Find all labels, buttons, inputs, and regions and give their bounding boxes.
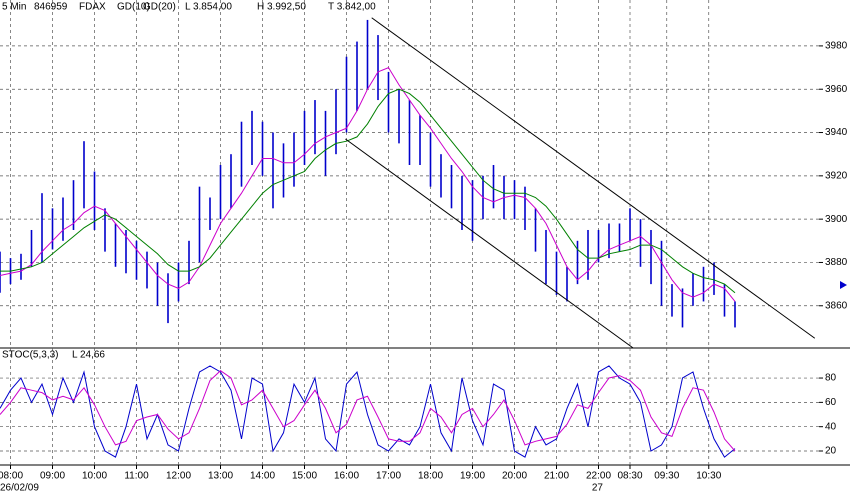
x-tick-label: 08:00 [0, 471, 23, 482]
stochastic-line [0, 370, 736, 452]
x-tick-label: 09:00 [40, 471, 65, 482]
price-marker [840, 281, 847, 289]
y-tick-label: 3920 [825, 170, 848, 181]
x-tick-label: 19:00 [460, 471, 485, 482]
x-tick-label: 08:30 [617, 471, 642, 482]
x-tick-label: 14:00 [250, 471, 275, 482]
x-tick-label: 17:00 [376, 471, 401, 482]
y-tick-label: 3860 [825, 300, 848, 311]
low-value: L 3.854,00 [185, 2, 232, 13]
last-value: L 24,66 [72, 350, 105, 361]
y-tick-label: 3900 [825, 214, 848, 225]
x-tick-label: 12:00 [166, 471, 191, 482]
trend-line [345, 138, 634, 349]
moving-average [0, 88, 736, 294]
legend-entry: GD(10) [117, 2, 150, 13]
moving-average [0, 66, 736, 302]
symbol: FDAX [79, 2, 106, 13]
stochastic-line [0, 365, 736, 458]
x-tick-label: 16:00 [334, 471, 359, 482]
x-tick-label: 13:00 [208, 471, 233, 482]
legend-entry: GD(20) [143, 2, 176, 13]
y-tick-label: 40 [825, 421, 837, 432]
y-tick-label: 3980 [825, 41, 848, 52]
y-tick-label: 3940 [825, 127, 848, 138]
x-tick-label: 20:00 [502, 471, 527, 482]
last-value: T 3.842,00 [328, 2, 376, 13]
y-tick-label: 3880 [825, 257, 848, 268]
y-tick-label: 20 [825, 446, 837, 457]
x-tick-label: 22:00 [586, 471, 611, 482]
trend-line [371, 17, 816, 339]
x-tick-label: 11:00 [124, 471, 149, 482]
y-tick-label: 80 [825, 373, 837, 384]
x-tick-label: 21:00 [544, 471, 569, 482]
x-tick-label: 15:00 [292, 471, 317, 482]
date-label: 26/02/09 [0, 483, 39, 494]
y-tick-label: 3960 [825, 84, 848, 95]
x-tick-label: 18:00 [418, 471, 443, 482]
date-label: 27 [592, 483, 604, 494]
high-value: H 3.992,50 [257, 2, 306, 13]
x-tick-label: 09:30 [654, 471, 679, 482]
x-tick-label: 10:00 [82, 471, 107, 482]
x-tick-label: 10:30 [696, 471, 721, 482]
y-tick-label: 60 [825, 397, 837, 408]
panel-title: STOC(5,3,3) [2, 350, 59, 361]
instrument-id: 846959 [34, 2, 68, 13]
interval: 5 Min [2, 2, 26, 13]
